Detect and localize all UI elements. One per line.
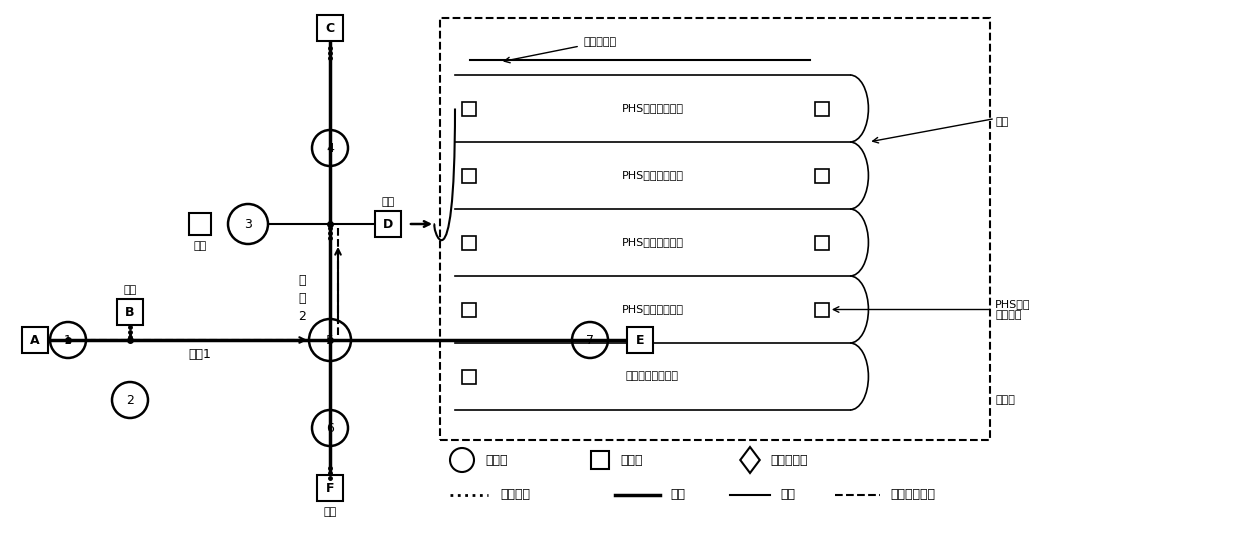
Text: PHS收费出口车道: PHS收费出口车道 — [621, 238, 683, 247]
Text: 出站口: 出站口 — [994, 395, 1014, 405]
Bar — [117, 299, 143, 325]
Text: 出口: 出口 — [382, 197, 394, 207]
Text: 出口: 出口 — [123, 285, 136, 295]
Bar — [463, 235, 476, 249]
Text: A: A — [30, 334, 40, 347]
Text: 7: 7 — [587, 334, 594, 347]
Text: F: F — [326, 482, 335, 495]
Text: 2: 2 — [126, 394, 134, 407]
Bar — [463, 168, 476, 183]
Text: 入口: 入口 — [193, 241, 207, 251]
Bar — [591, 451, 609, 469]
Text: 窄束蜂窝: 窄束蜂窝 — [500, 489, 529, 502]
Bar — [463, 102, 476, 116]
Text: PHS收费出口车道: PHS收费出口车道 — [621, 104, 683, 113]
Text: PHS出口
车道基站: PHS出口 车道基站 — [994, 299, 1030, 320]
Text: 收费站: 收费站 — [620, 454, 642, 467]
Bar — [815, 302, 830, 316]
Text: 2: 2 — [298, 309, 306, 322]
Text: D: D — [383, 218, 393, 231]
Text: 分岐交叉口: 分岐交叉口 — [770, 454, 807, 467]
Text: 车辆检测器: 车辆检测器 — [584, 37, 616, 47]
Text: 4: 4 — [326, 141, 334, 154]
Text: 匝道: 匝道 — [780, 489, 795, 502]
Bar — [374, 211, 401, 237]
Text: 1: 1 — [64, 334, 72, 347]
Text: PHS收费出口车道: PHS收费出口车道 — [621, 171, 683, 180]
Bar — [463, 302, 476, 316]
Text: 微蜂窝: 微蜂窝 — [485, 454, 507, 467]
Text: 5: 5 — [326, 334, 334, 347]
Text: 入口: 入口 — [324, 507, 336, 517]
Text: E: E — [636, 334, 645, 347]
Bar — [815, 235, 830, 249]
Text: PHS收费出口车道: PHS收费出口车道 — [621, 305, 683, 314]
Bar — [22, 327, 48, 353]
Bar — [317, 15, 343, 41]
Bar — [815, 168, 830, 183]
Text: 停车收费出口车道: 停车收费出口车道 — [626, 372, 680, 381]
Bar — [188, 213, 211, 235]
Text: 主线: 主线 — [670, 489, 684, 502]
Bar — [463, 369, 476, 383]
Text: 车辆行驶路线: 车辆行驶路线 — [890, 489, 935, 502]
Text: 3: 3 — [244, 218, 252, 231]
Bar — [815, 102, 830, 116]
Bar — [627, 327, 653, 353]
Text: 路段1: 路段1 — [188, 348, 212, 361]
Text: 栏杆: 栏杆 — [994, 117, 1008, 127]
Text: C: C — [325, 22, 335, 35]
Text: B: B — [125, 306, 135, 319]
Text: 路: 路 — [299, 273, 306, 287]
Text: 6: 6 — [326, 422, 334, 435]
Bar — [317, 475, 343, 501]
Text: 段: 段 — [299, 292, 306, 305]
